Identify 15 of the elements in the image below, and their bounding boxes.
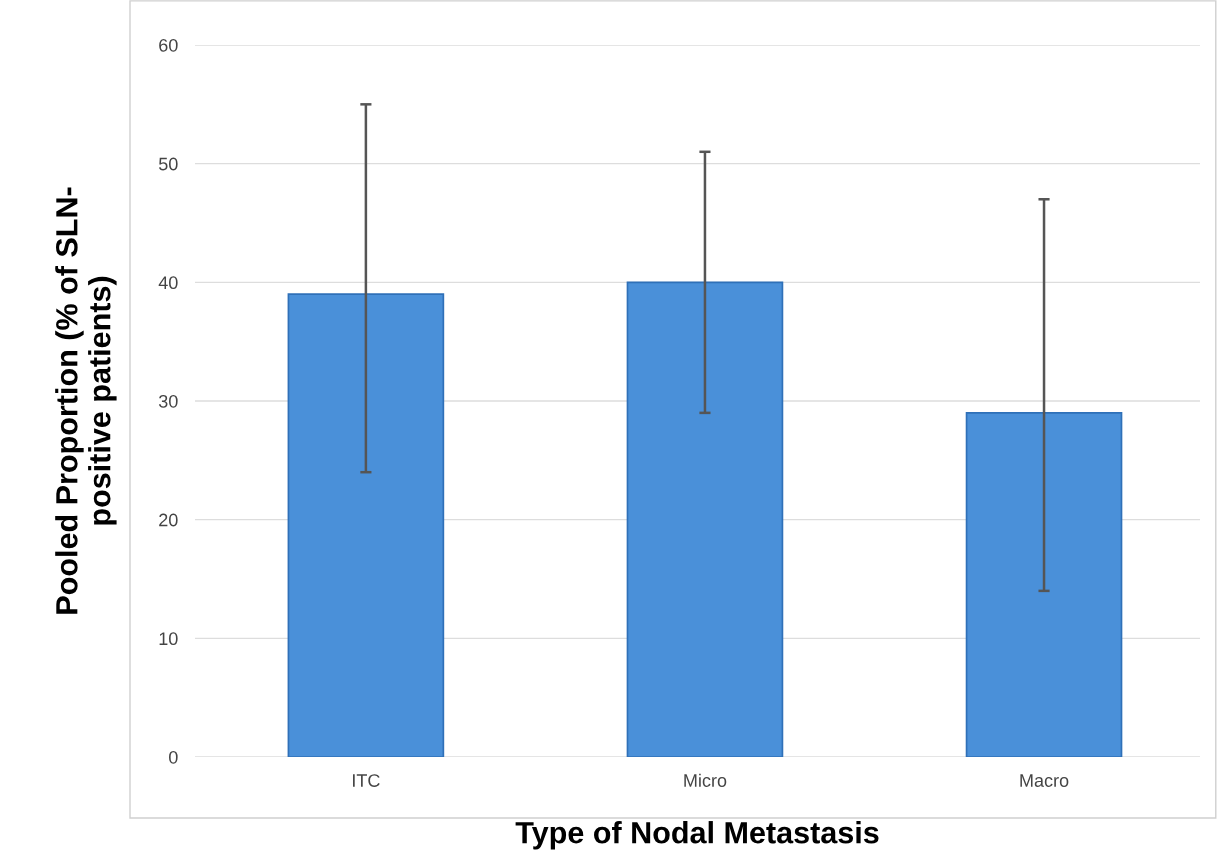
y-tick-label: 60 — [159, 38, 178, 52]
x-axis-title: Type of Nodal Metastasis — [515, 821, 879, 850]
y-axis-title: Pooled Proportion (% of SLN- positive patients) — [55, 187, 117, 614]
x-tick-label: ITC — [353, 774, 380, 787]
y-tick-label: 30 — [158, 394, 178, 408]
y-tick-label: 20 — [159, 513, 178, 527]
bar — [965, 412, 1123, 757]
bar — [626, 281, 784, 757]
y-tick-label: 10 — [159, 632, 178, 646]
y-tick-label: 0 — [169, 750, 178, 764]
y-tick-label: 40 — [158, 276, 178, 290]
x-tick-label: Macro — [1020, 774, 1069, 787]
x-tick-label: Micro — [684, 773, 727, 787]
bar — [287, 293, 445, 757]
y-tick-label: 50 — [158, 157, 178, 171]
